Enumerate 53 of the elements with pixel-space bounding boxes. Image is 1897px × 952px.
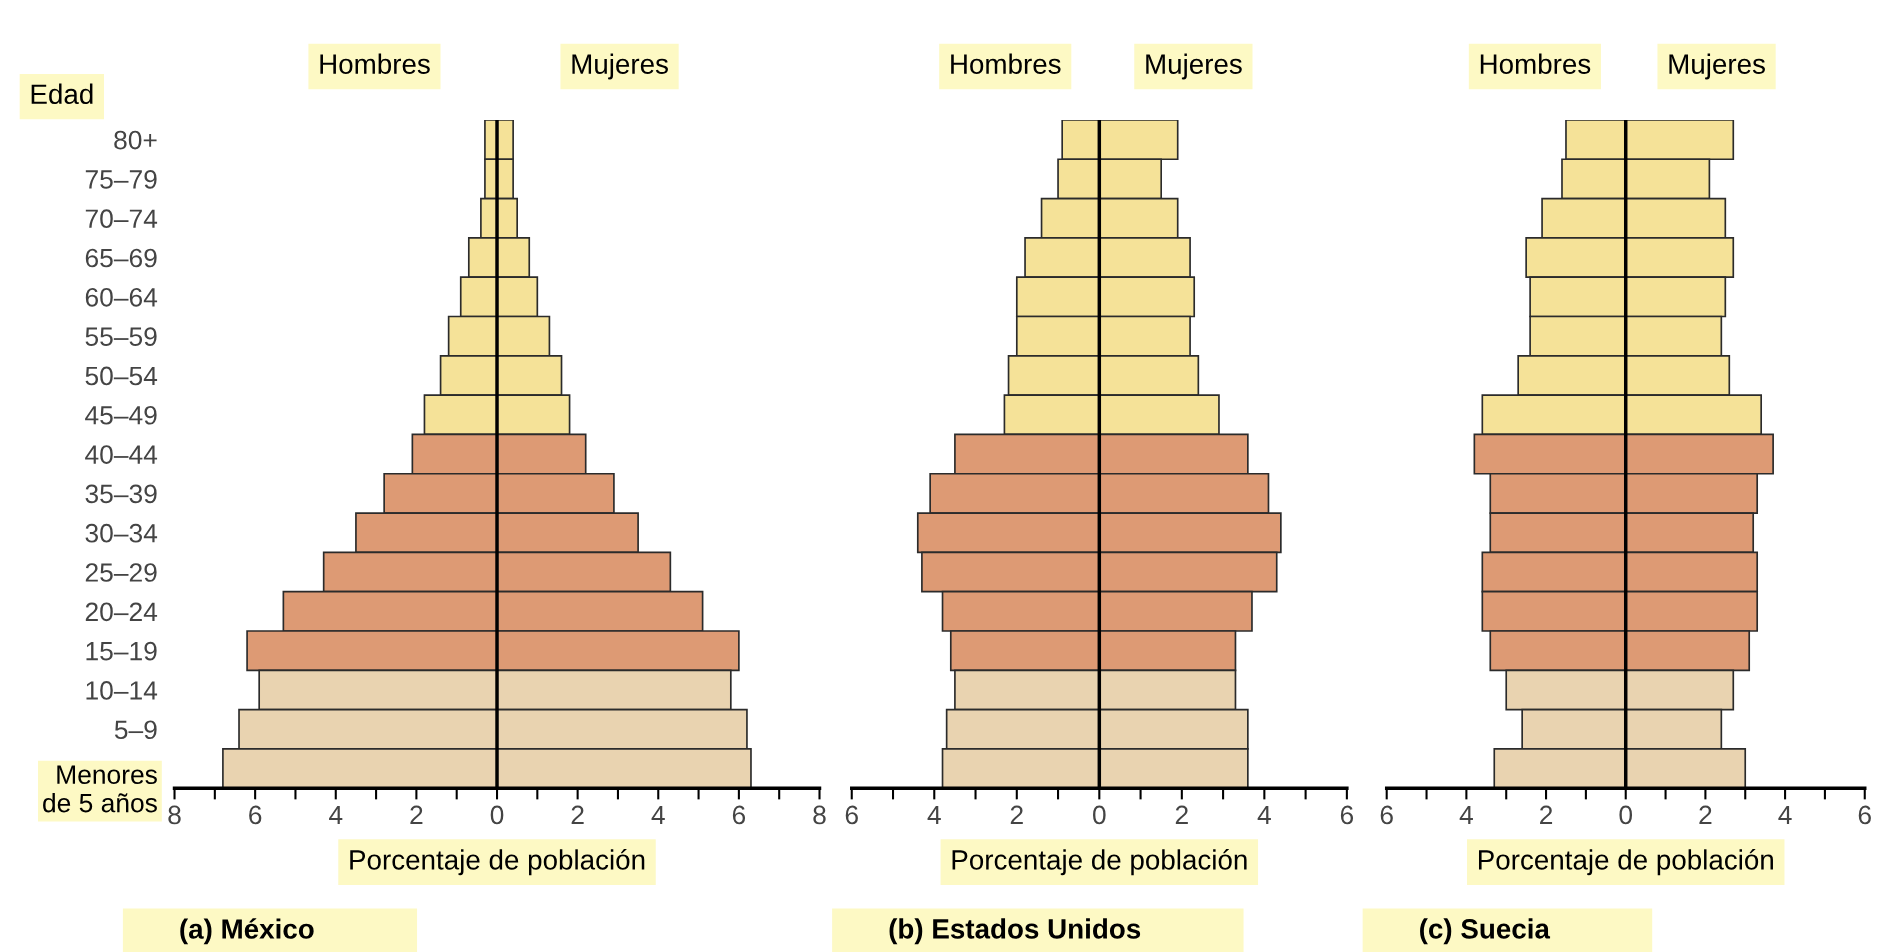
x-tick-label: 6 (249, 805, 262, 825)
x-tick-label: 2 (1175, 805, 1188, 825)
y-tick-label: 30–34 (85, 523, 158, 543)
y-tick-label: 35–39 (85, 484, 157, 504)
series-label: Mujeres (1669, 53, 1765, 80)
x-tick-label: 4 (1778, 805, 1792, 825)
x-tick-label: 6 (845, 805, 858, 825)
y-tick-label: 55–59 (85, 327, 157, 346)
y-tick-label: 40–44 (85, 445, 158, 464)
y-tick-label: 20–24 (85, 602, 158, 622)
x-tick-label: 4 (651, 805, 665, 825)
x-tick-label: 0 (1619, 805, 1633, 825)
y-tick-label: 80+ (114, 130, 157, 150)
text: (a) México (180, 918, 314, 945)
y-tick-label: Menores de 5 años (43, 765, 157, 813)
series-label: Mujeres (1146, 53, 1242, 80)
y-tick-label: 60–64 (85, 287, 158, 307)
y-tick-label: 50–54 (85, 366, 158, 386)
y-tick-label: 75–79 (85, 170, 157, 189)
x-tick-label: 2 (410, 805, 423, 825)
y-tick-label: 70–74 (85, 209, 158, 229)
x-tick-label: 4 (927, 805, 941, 825)
x-axis-title: Porcentaje de población (1478, 848, 1773, 876)
x-tick-label: 2 (571, 805, 584, 825)
y-tick-label: 25–29 (85, 563, 157, 582)
x-tick-label: 2 (1540, 805, 1553, 825)
x-tick-label: 4 (1257, 805, 1271, 825)
y-axis-title: Edad (31, 83, 93, 105)
y-tick-label: 45–49 (85, 405, 157, 425)
series-label: Hombres (1480, 53, 1591, 74)
x-tick-label: 8 (168, 805, 181, 825)
x-tick-label: 2 (1010, 805, 1023, 825)
text: Hombres (320, 53, 430, 74)
x-tick-label: 0 (1093, 805, 1106, 825)
y-tick-label: 65–69 (85, 248, 157, 268)
series-label: Hombres (951, 53, 1061, 74)
text: Mujeres (572, 53, 668, 80)
x-tick-label: 6 (1380, 805, 1393, 825)
x-tick-label: 6 (1858, 805, 1871, 825)
x-tick-label: 2 (1699, 805, 1712, 825)
y-tick-label: 5–9 (114, 720, 157, 740)
x-tick-label: 4 (1459, 805, 1473, 825)
x-tick-label: 4 (329, 805, 343, 825)
y-tick-label: 10–14 (86, 681, 158, 700)
x-tick-label: 0 (490, 805, 504, 825)
y-tick-label: 15–19 (86, 641, 157, 661)
text: (b) Estados Unidos (889, 918, 1141, 945)
text: (c) Suecia (1420, 918, 1551, 945)
x-axis-title: Porcentaje de población (350, 848, 645, 876)
x-tick-label: 6 (1340, 805, 1354, 825)
x-tick-label: 6 (732, 805, 746, 825)
x-tick-label: 8 (813, 805, 826, 825)
x-axis-title: Porcentaje de población (952, 848, 1247, 876)
